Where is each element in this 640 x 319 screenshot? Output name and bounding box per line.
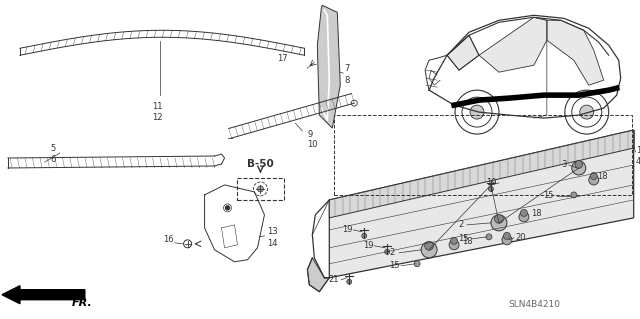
Polygon shape [479, 17, 547, 72]
Text: SLN4B4210: SLN4B4210 [508, 300, 560, 309]
Polygon shape [307, 258, 330, 292]
Text: 16: 16 [163, 235, 173, 244]
Circle shape [572, 161, 586, 175]
Polygon shape [547, 20, 604, 85]
Text: 4: 4 [636, 158, 640, 167]
Circle shape [589, 175, 599, 185]
Circle shape [421, 242, 437, 258]
Polygon shape [317, 5, 340, 128]
Circle shape [470, 105, 484, 119]
Text: 18: 18 [596, 173, 607, 182]
Text: 20: 20 [515, 233, 525, 242]
Text: 17: 17 [277, 54, 288, 63]
Circle shape [491, 215, 507, 231]
Text: B-50: B-50 [247, 159, 274, 169]
Circle shape [223, 204, 232, 212]
Text: 11: 11 [152, 102, 163, 111]
Circle shape [253, 182, 268, 196]
Circle shape [385, 249, 390, 254]
Text: 19: 19 [486, 178, 497, 188]
Text: 1: 1 [636, 145, 640, 154]
Text: 7: 7 [344, 64, 349, 73]
Text: 8: 8 [344, 76, 349, 85]
Circle shape [225, 206, 230, 210]
Circle shape [257, 186, 264, 192]
Circle shape [351, 100, 357, 106]
Circle shape [575, 161, 582, 168]
Circle shape [347, 279, 352, 284]
Circle shape [519, 212, 529, 222]
Circle shape [425, 241, 433, 250]
Circle shape [590, 173, 597, 180]
Circle shape [580, 105, 594, 119]
Polygon shape [330, 130, 634, 218]
FancyBboxPatch shape [237, 178, 284, 200]
Circle shape [486, 234, 492, 240]
Text: 21: 21 [329, 275, 339, 284]
Circle shape [449, 240, 459, 250]
FancyArrow shape [2, 286, 85, 304]
Circle shape [184, 240, 191, 248]
Text: 18: 18 [531, 209, 541, 219]
Text: 14: 14 [268, 239, 278, 248]
Text: 6: 6 [50, 155, 55, 165]
Circle shape [502, 235, 512, 245]
Polygon shape [330, 130, 634, 278]
Text: 15: 15 [388, 261, 399, 270]
Text: 18: 18 [462, 237, 473, 246]
Text: 15: 15 [458, 234, 469, 243]
Circle shape [572, 97, 602, 127]
Circle shape [571, 192, 577, 198]
Text: FR.: FR. [72, 298, 93, 308]
Text: 2: 2 [459, 220, 464, 229]
Circle shape [462, 97, 492, 127]
Circle shape [455, 90, 499, 134]
Text: 13: 13 [268, 227, 278, 236]
Text: 2: 2 [389, 248, 394, 257]
Circle shape [495, 214, 503, 223]
Polygon shape [447, 35, 479, 70]
Text: 19: 19 [363, 241, 373, 250]
Circle shape [504, 232, 511, 239]
Circle shape [414, 261, 420, 267]
Text: 9: 9 [307, 130, 312, 138]
Circle shape [488, 186, 493, 191]
Text: 15: 15 [543, 191, 554, 200]
Circle shape [451, 237, 458, 244]
Text: 5: 5 [50, 144, 55, 152]
Circle shape [362, 233, 367, 238]
Text: 19: 19 [342, 225, 352, 234]
Text: 3: 3 [561, 160, 566, 169]
Circle shape [520, 209, 527, 216]
Circle shape [565, 90, 609, 134]
Text: 12: 12 [152, 113, 163, 122]
Text: 10: 10 [307, 139, 318, 149]
